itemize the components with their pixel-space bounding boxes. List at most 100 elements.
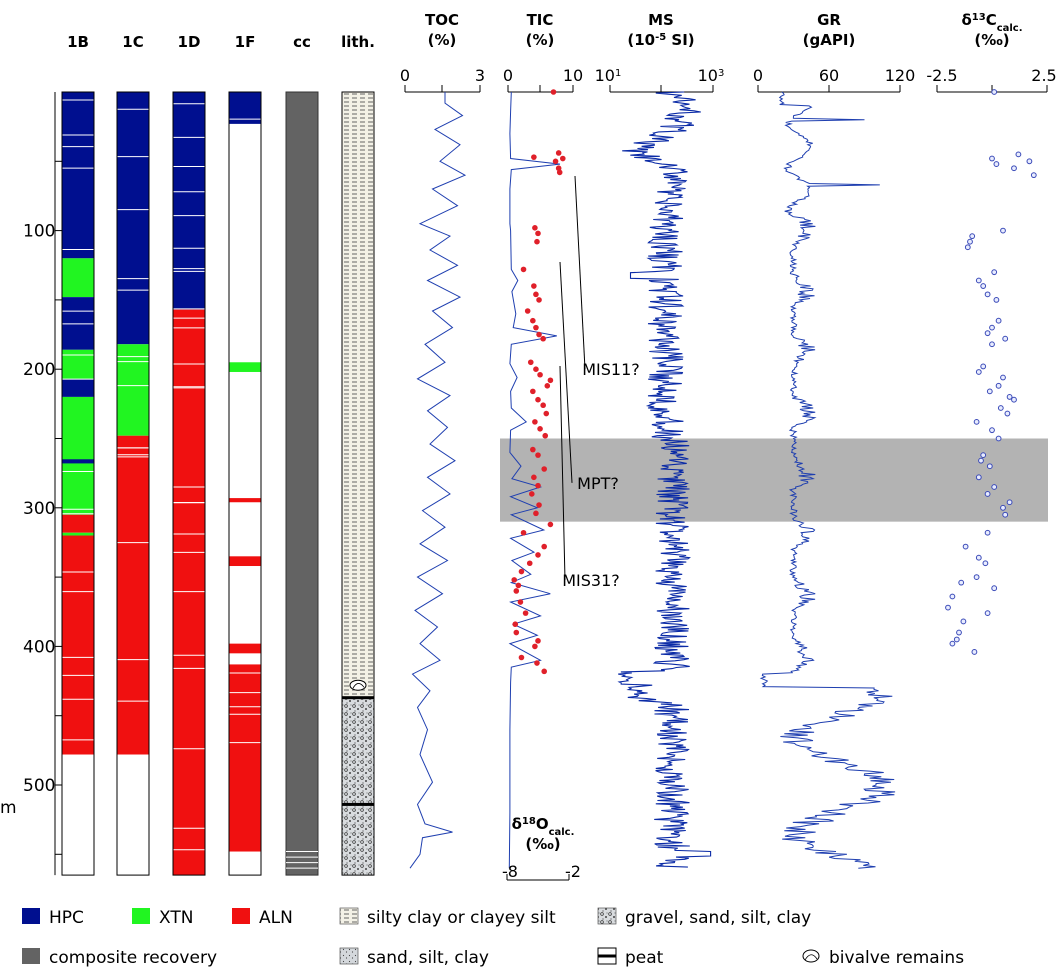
d13c-point-18 bbox=[984, 330, 991, 337]
legend-label-gravel: gravel, sand, silt, clay bbox=[625, 908, 811, 928]
legend-peat-bar bbox=[598, 954, 616, 958]
d18o-point-24 bbox=[530, 388, 536, 395]
d13c-point-17 bbox=[989, 324, 995, 331]
tic-series-line bbox=[508, 91, 561, 869]
ms-series-line bbox=[617, 91, 712, 868]
core-1D-segment-0 bbox=[173, 92, 205, 310]
d13c-point-52 bbox=[960, 618, 967, 625]
legend-label-silty: silty clay or clayey silt bbox=[367, 908, 556, 928]
core-1B-segment-4 bbox=[62, 378, 94, 397]
d13c-point-6 bbox=[1030, 172, 1037, 179]
gr-tick-label-1: 60 bbox=[819, 66, 839, 85]
ms-title: MS bbox=[648, 11, 674, 29]
d18o-point-25 bbox=[535, 396, 541, 403]
legend-item-peat: peat bbox=[597, 947, 664, 968]
gr-tick-label-0: 0 bbox=[753, 66, 763, 85]
core-1C-segment-0 bbox=[117, 92, 149, 345]
d18o-point-55 bbox=[534, 660, 540, 666]
d18o-point-26 bbox=[540, 402, 546, 409]
d13c-point-9 bbox=[967, 238, 973, 245]
column-header-1D: 1D bbox=[178, 33, 201, 51]
d13c-point-47 bbox=[958, 579, 965, 586]
ms-tick-label-1: 103 bbox=[698, 66, 725, 85]
core-1B-segment-1 bbox=[62, 258, 94, 298]
d13c-point-35 bbox=[986, 463, 993, 470]
d18o-point-43 bbox=[526, 560, 533, 567]
core-1F-segment-0 bbox=[229, 92, 261, 124]
d18o-point-8 bbox=[535, 230, 541, 237]
d18o-point-2 bbox=[560, 155, 566, 162]
legend-item-HPC: HPC bbox=[22, 908, 84, 928]
ms-unit: (10-5 SI) bbox=[627, 31, 694, 49]
legend-swatch-bivalve bbox=[802, 949, 820, 963]
d18o-point-28 bbox=[532, 419, 538, 425]
d18o-point-32 bbox=[535, 452, 541, 458]
d18o-point-0 bbox=[550, 89, 557, 95]
legend-label-bivalve: bivalve remains bbox=[829, 948, 964, 968]
tic-tick-label-1: 10 bbox=[563, 66, 583, 85]
d13c-point-22 bbox=[975, 369, 982, 375]
d13c-point-43 bbox=[962, 543, 969, 550]
toc-title: TOC bbox=[425, 11, 459, 29]
legend-swatch-HPC bbox=[22, 908, 40, 924]
legend-swatch-silty bbox=[339, 907, 359, 925]
d18o-point-49 bbox=[522, 610, 529, 616]
tic-tick-label-0: 0 bbox=[503, 66, 513, 85]
d13c-point-29 bbox=[1004, 410, 1011, 417]
d18o-point-31 bbox=[530, 446, 536, 453]
d18o-point-29 bbox=[537, 425, 543, 432]
d13c-point-24 bbox=[995, 382, 1002, 389]
legend-swatch-sand bbox=[339, 947, 359, 965]
d13c-point-50 bbox=[945, 604, 951, 611]
depth-axis: 100 200 300 400 500 m bbox=[0, 92, 62, 876]
d18o-point-18 bbox=[540, 335, 546, 342]
legend-swatch-composite bbox=[22, 948, 40, 964]
d18o-point-10 bbox=[520, 266, 527, 273]
d18o-point-23 bbox=[544, 383, 551, 389]
core-1B-segment-9 bbox=[62, 532, 94, 536]
d13c-point-34 bbox=[978, 457, 984, 464]
legend-item-gravel: gravel, sand, silt, clay bbox=[597, 907, 811, 928]
d13c-point-36 bbox=[975, 474, 982, 481]
d13c-point-20 bbox=[989, 341, 995, 348]
core-1F-segment-4 bbox=[229, 643, 261, 654]
bivalve-mark-2 bbox=[349, 679, 367, 691]
d13c-point-44 bbox=[975, 554, 982, 561]
core-1B-segment-5 bbox=[62, 396, 94, 464]
d13c-point-7 bbox=[1000, 227, 1006, 234]
d18o-tick-label-0: -8 bbox=[502, 862, 518, 881]
legend-label-ALN: ALN bbox=[259, 908, 293, 928]
legend-item-sand: sand, silt, clay bbox=[339, 947, 489, 968]
d18o-point-53 bbox=[532, 643, 538, 650]
peat-mark-1 bbox=[342, 802, 374, 806]
legend-swatch-ALN bbox=[232, 908, 250, 924]
annotation-leader-1 bbox=[559, 261, 573, 483]
d13c-point-12 bbox=[975, 277, 982, 284]
core-1B-segment-0 bbox=[62, 92, 94, 259]
annotations: MIS11? MPT? MIS31? bbox=[559, 175, 640, 590]
d18o-point-1 bbox=[555, 150, 562, 156]
d18o-point-7 bbox=[532, 225, 538, 231]
d13c-point-45 bbox=[982, 560, 989, 567]
d13c-point-42 bbox=[984, 529, 991, 536]
legend-label-sand: sand, silt, clay bbox=[367, 948, 489, 968]
legend: HPC XTN ALN silty clay or clayey silt gravel… bbox=[22, 907, 964, 968]
bivalve-line-2 bbox=[352, 683, 365, 689]
d13c-point-4 bbox=[1011, 165, 1017, 172]
lithology-outline bbox=[341, 91, 375, 876]
core-1F-segment-1 bbox=[229, 362, 261, 372]
d13c-point-2 bbox=[993, 161, 1000, 167]
d18o-point-9 bbox=[534, 238, 540, 245]
d18o-point-35 bbox=[535, 482, 541, 489]
mpt-band-0 bbox=[500, 438, 1048, 522]
core-1C-outline bbox=[116, 91, 150, 876]
d13c-point-25 bbox=[986, 388, 993, 395]
core-1C-segment-1 bbox=[117, 344, 149, 436]
d13c-tick-label-0: -2.5 bbox=[926, 66, 957, 85]
d18o-label: δ18Ocalc. bbox=[512, 815, 575, 838]
core-1F-segment-5 bbox=[229, 664, 261, 852]
band-layer bbox=[500, 438, 1048, 522]
legend-item-composite: composite recovery bbox=[22, 948, 217, 968]
d18o-point-20 bbox=[533, 366, 539, 373]
